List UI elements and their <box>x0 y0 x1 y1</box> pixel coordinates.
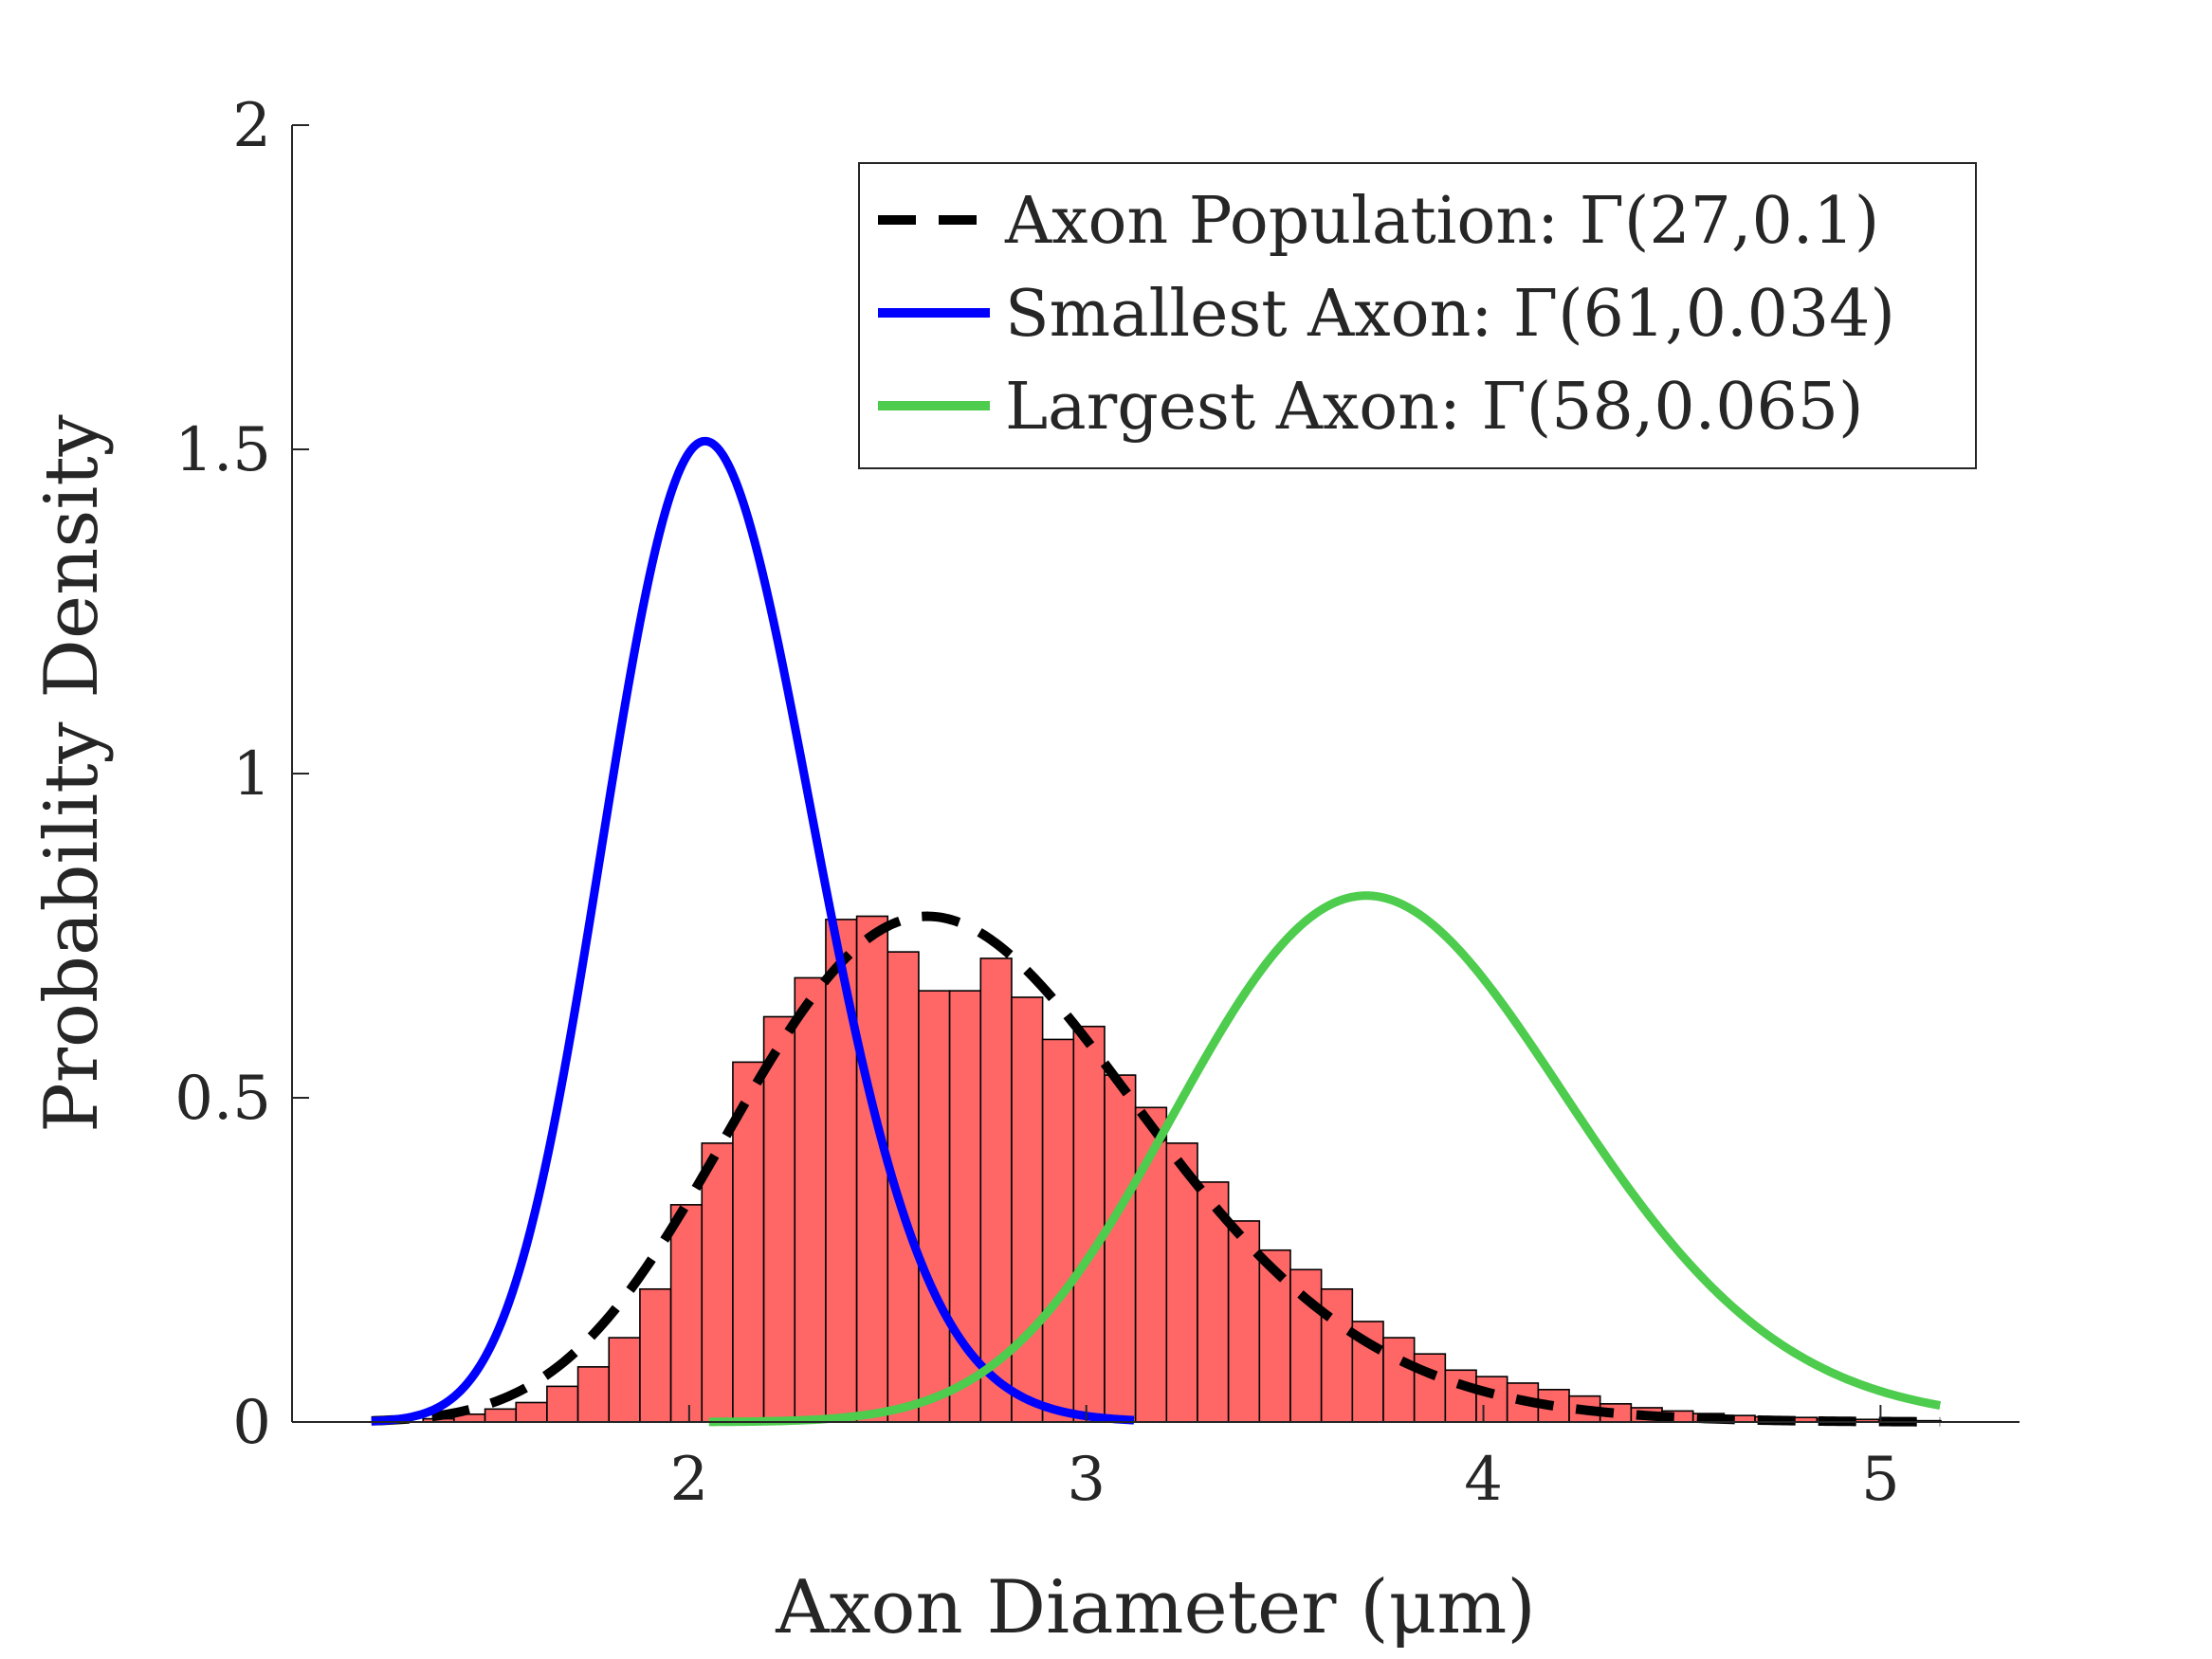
histogram-bar <box>855 915 889 1423</box>
histogram-bar <box>1227 1220 1261 1423</box>
y-axis-title: Probability Density <box>29 414 115 1132</box>
histogram-bar <box>484 1408 518 1423</box>
y-tick-label: 0.5 <box>174 1064 271 1134</box>
population-density-curve <box>370 911 1942 1427</box>
histogram-bar <box>1475 1376 1508 1423</box>
legend: Axon Population: Γ(27,0.1) Smallest Axon:… <box>858 162 1977 469</box>
histogram-bar <box>515 1401 548 1423</box>
legend-label: Smallest Axon: Γ(61,0.034) <box>1005 277 1895 352</box>
histogram-bar <box>1258 1249 1291 1423</box>
y-tick-label: 2 <box>232 91 271 161</box>
histogram-bar <box>701 1142 734 1423</box>
histogram-bar <box>1041 1038 1075 1423</box>
histogram-bar <box>669 1204 704 1423</box>
x-tick-label: 2 <box>669 1445 708 1515</box>
histogram-bar <box>546 1385 579 1423</box>
x-tick-label: 5 <box>1861 1445 1900 1515</box>
x-tick-label: 3 <box>1067 1445 1106 1515</box>
histogram-bar <box>608 1337 641 1423</box>
x-tick-label: 4 <box>1464 1445 1503 1515</box>
legend-entry-largest: Largest Axon: Γ(58,0.065) <box>878 370 1864 445</box>
histogram-bar <box>1444 1369 1477 1423</box>
legend-entry-smallest: Smallest Axon: Γ(61,0.034) <box>878 277 1895 352</box>
x-axis-title: Axon Diameter (μm) <box>775 1565 1536 1650</box>
legend-label: Largest Axon: Γ(58,0.065) <box>1005 370 1864 445</box>
histogram-bar <box>576 1366 611 1423</box>
ticks: 0 0.5 1 1.5 2 2 3 4 5 <box>174 91 1900 1515</box>
histogram-bar <box>825 919 858 1423</box>
histogram-bar <box>918 990 951 1423</box>
y-tick-label: 1.5 <box>174 415 271 485</box>
y-tick-label: 0 <box>232 1388 271 1458</box>
histogram-bar <box>1104 1074 1137 1423</box>
histogram-bar <box>1011 996 1044 1423</box>
histogram-bar <box>1072 1025 1106 1423</box>
histogram-bar <box>639 1287 672 1423</box>
largest-axon-density-curve <box>707 891 1942 1427</box>
histogram-bar <box>1382 1337 1416 1423</box>
legend-box <box>858 162 1977 469</box>
legend-label: Axon Population: Γ(27,0.1) <box>1004 184 1879 259</box>
histogram-bar <box>762 1015 796 1423</box>
histogram-bar <box>979 957 1013 1423</box>
smallest-axon-density-curve <box>369 436 1137 1426</box>
histogram-bar <box>948 990 982 1423</box>
legend-entry-population: Axon Population: Γ(27,0.1) <box>878 184 1879 259</box>
density-curves <box>369 436 1942 1427</box>
y-tick-label: 1 <box>232 739 271 810</box>
histogram-bar <box>794 976 827 1423</box>
